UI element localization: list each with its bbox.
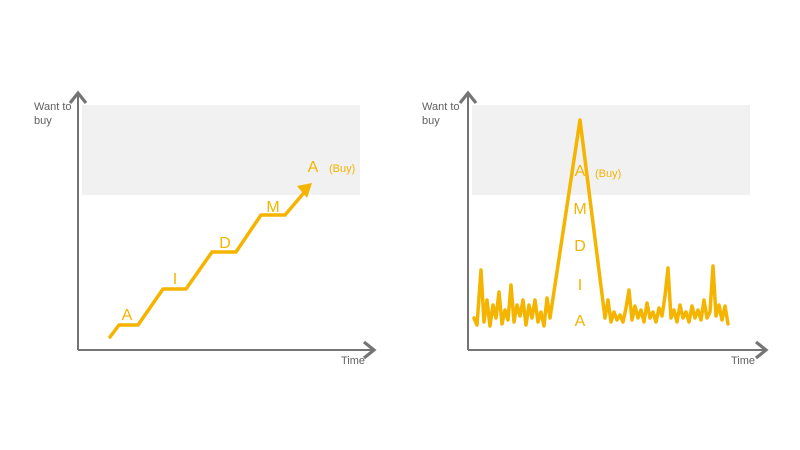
stage-letter: A [575,313,586,330]
right-panel: Want to buy Time A M D I A (Buy) [422,90,769,367]
stage-letter: M [573,201,586,218]
y-axis-label: Want to [34,101,72,113]
x-axis-label: Time [341,355,365,367]
buy-zone [472,105,750,195]
x-axis-label: Time [731,355,755,367]
stage-letter: M [266,199,279,216]
stage-letter: A [122,307,133,324]
stage-letter: I [173,271,177,288]
y-axis-label: Want to [422,101,460,113]
stage-letter: A [575,163,586,180]
stage-letter: A [308,159,319,176]
buy-zone [82,105,360,195]
stage-letter: D [219,235,231,252]
arrow-head [297,183,312,198]
buy-label: (Buy) [595,168,621,180]
y-axis-label: buy [422,115,440,127]
left-panel: Want to buy Time A I D M A (Buy) [34,90,377,367]
stage-letter: I [578,277,582,294]
staircase-line [108,186,310,339]
spike-line [472,118,730,328]
stage-letter: D [574,238,586,255]
buy-label: (Buy) [329,163,355,175]
y-axis-label: buy [34,115,52,127]
